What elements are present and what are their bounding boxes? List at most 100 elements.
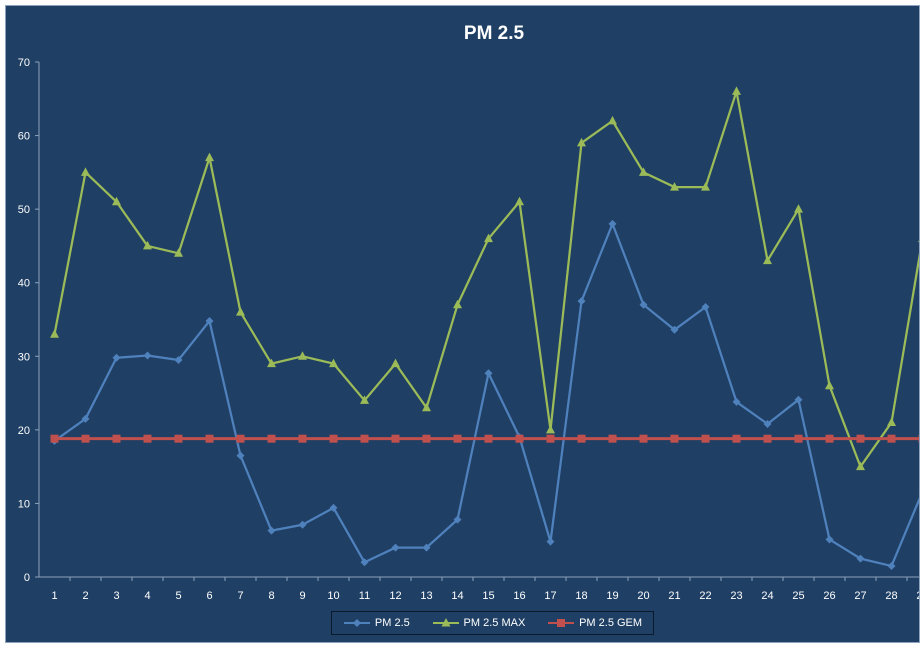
- legend-marker: [352, 619, 361, 627]
- data-point: [484, 369, 493, 378]
- data-point: [918, 491, 919, 493]
- y-tick-label: 70: [18, 57, 30, 69]
- data-point: [267, 434, 276, 443]
- data-point: [670, 434, 679, 443]
- data-point: [453, 434, 462, 443]
- y-tick-label: 60: [18, 131, 30, 143]
- x-tick-label: 23: [730, 590, 742, 602]
- data-point: [608, 115, 617, 125]
- data-point: [639, 434, 648, 443]
- x-tick-label: 7: [237, 590, 243, 602]
- data-point: [174, 248, 183, 257]
- data-point: [236, 451, 245, 460]
- data-point: [205, 316, 214, 325]
- data-point: [856, 461, 865, 471]
- x-tick-label: 20: [637, 590, 649, 602]
- data-point: [174, 434, 183, 443]
- x-tick-label: 1: [51, 590, 57, 602]
- data-point: [670, 182, 679, 191]
- x-tick-label: 26: [823, 590, 835, 602]
- data-point: [701, 302, 710, 311]
- data-point: [608, 434, 617, 443]
- data-point: [267, 526, 276, 535]
- series-layer: [50, 86, 919, 570]
- x-tick-label: 15: [482, 590, 494, 602]
- x-tick-label: 13: [420, 590, 432, 602]
- x-tick-label: 3: [113, 590, 119, 602]
- data-point: [515, 434, 524, 443]
- data-point: [732, 86, 741, 95]
- data-point: [732, 434, 741, 443]
- data-point: [298, 520, 307, 529]
- data-point: [112, 353, 121, 362]
- data-point: [701, 434, 710, 443]
- x-tick-label: 14: [451, 590, 463, 602]
- data-point: [205, 152, 214, 162]
- data-point: [236, 307, 245, 316]
- data-point: [794, 434, 803, 443]
- data-point: [50, 434, 59, 443]
- data-point: [81, 414, 90, 423]
- data-point: [546, 424, 555, 434]
- y-tick-label: 40: [18, 278, 30, 290]
- y-tick-label: 30: [18, 351, 30, 363]
- data-point: [546, 537, 555, 546]
- x-tick-label: 25: [792, 590, 804, 602]
- data-point: [360, 434, 369, 443]
- series-2: [50, 434, 919, 443]
- series-line: [53, 90, 919, 468]
- legend-item-pm25: PM 2.5: [343, 617, 410, 629]
- data-point: [825, 434, 834, 443]
- y-tick-label: 0: [24, 572, 30, 584]
- data-point: [732, 397, 741, 406]
- data-point: [298, 434, 307, 443]
- data-point: [81, 434, 90, 443]
- data-point: [794, 204, 803, 213]
- data-point: [205, 434, 214, 443]
- data-point: [236, 434, 245, 443]
- x-tick-label: 10: [327, 590, 339, 602]
- y-tick-label: 50: [18, 204, 30, 216]
- x-tick-label: 24: [761, 590, 773, 602]
- data-point: [577, 434, 586, 443]
- data-point: [422, 402, 431, 412]
- data-point: [794, 395, 803, 404]
- data-point: [143, 434, 152, 443]
- legend-swatch-diamond: [343, 619, 370, 627]
- y-tick-label: 10: [18, 498, 30, 510]
- x-tick-label: 6: [206, 590, 212, 602]
- x-tick-label: 11: [359, 590, 370, 602]
- x-tick-label: 8: [268, 590, 274, 602]
- data-point: [639, 300, 648, 309]
- data-point: [360, 558, 369, 567]
- series-1: [50, 86, 919, 471]
- data-point: [763, 419, 772, 428]
- x-tick-label: 27: [854, 590, 866, 602]
- legend-label-pm25: PM 2.5: [374, 617, 410, 629]
- data-point: [856, 434, 865, 443]
- legend-swatch-square: [548, 619, 575, 627]
- data-point: [887, 561, 896, 570]
- legend-marker: [441, 618, 451, 627]
- data-point: [391, 543, 400, 552]
- data-point: [577, 297, 586, 306]
- data-point: [143, 240, 152, 250]
- x-tick-label: 19: [606, 590, 618, 602]
- chart-title: PM 2.5: [464, 23, 525, 44]
- data-point: [515, 196, 524, 206]
- legend-marker: [557, 619, 566, 627]
- data-point: [484, 434, 493, 443]
- data-point: [112, 196, 121, 206]
- x-tick-label: 21: [668, 590, 680, 602]
- data-point: [453, 299, 462, 309]
- legend-item-pm25-max: PM 2.5 MAX: [432, 617, 525, 629]
- x-tick-label: 5: [175, 590, 181, 602]
- data-point: [887, 417, 896, 426]
- x-tick-label: 18: [575, 590, 587, 602]
- data-point: [577, 137, 586, 147]
- data-point: [360, 395, 369, 404]
- series-line: [53, 222, 919, 568]
- x-tick-label: 16: [513, 590, 525, 602]
- data-point: [856, 554, 865, 563]
- x-tick-label: 17: [544, 590, 556, 602]
